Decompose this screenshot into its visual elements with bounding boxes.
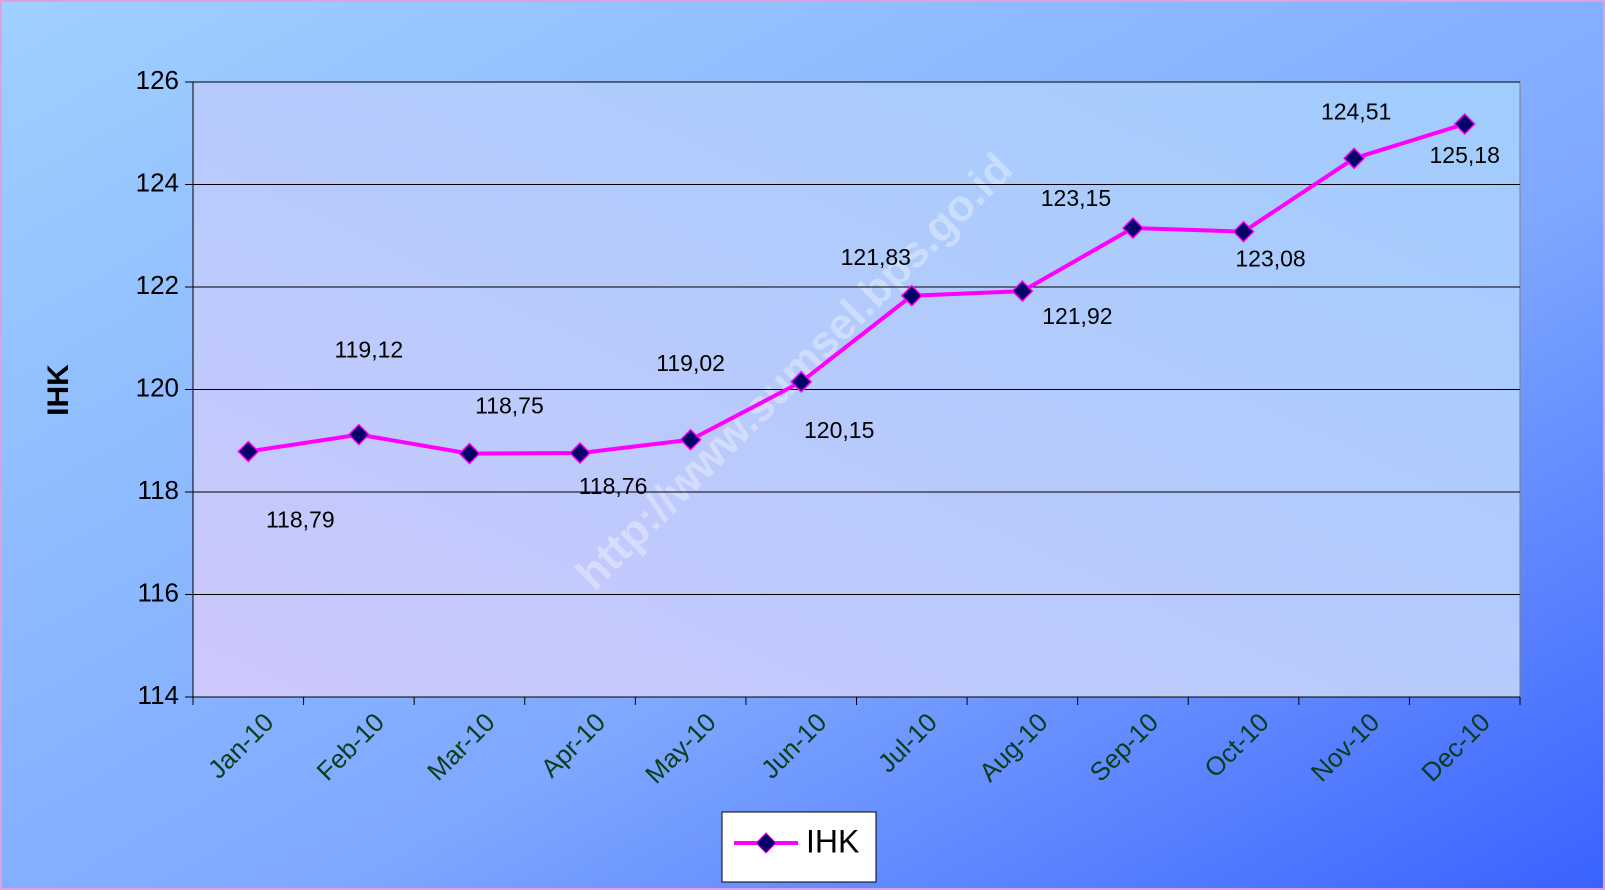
y-tick-label: 124: [136, 167, 179, 197]
legend-marker: [755, 832, 777, 854]
y-axis-title: IHK: [42, 364, 75, 416]
marker: [1343, 147, 1366, 170]
data-label: 123,08: [1235, 246, 1305, 272]
y-tick-label: 118: [138, 475, 179, 505]
legend-box: [721, 811, 877, 883]
data-label: 123,15: [1041, 185, 1111, 211]
data-label: 120,15: [804, 417, 874, 443]
marker: [679, 428, 702, 451]
line: [247, 122, 1466, 456]
data-label: 118,76: [579, 473, 648, 499]
y-tick-label: 114: [138, 680, 179, 710]
data-label: 125,18: [1430, 142, 1500, 168]
marker: [1453, 112, 1476, 136]
marker: [458, 442, 481, 465]
marker: [568, 441, 592, 465]
marker: [1011, 280, 1034, 303]
marker: [790, 370, 813, 393]
marker: [237, 440, 260, 463]
data-label: 121,92: [1042, 303, 1112, 329]
y-tick-label: 122: [136, 270, 179, 300]
data-label: 119,12: [335, 337, 404, 363]
data-label: 118,75: [475, 393, 544, 419]
marker: [347, 423, 370, 446]
data-label: 121,83: [841, 244, 911, 270]
marker: [1232, 220, 1255, 243]
data-label: 119,02: [656, 350, 725, 376]
marker: [1121, 217, 1145, 240]
y-tick-label: 116: [138, 577, 179, 607]
legend-label: IHK: [806, 823, 859, 859]
data-label: 124,51: [1321, 98, 1391, 124]
y-tick-label: 126: [136, 65, 179, 95]
y-tick-label: 120: [136, 372, 179, 402]
marker: [900, 284, 923, 307]
data-label: 118,79: [266, 507, 335, 533]
